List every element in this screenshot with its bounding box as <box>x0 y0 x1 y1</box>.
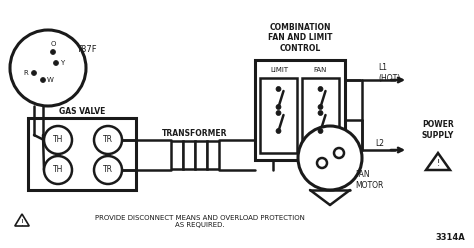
Circle shape <box>298 126 362 190</box>
Circle shape <box>54 61 58 65</box>
Circle shape <box>276 111 281 116</box>
Text: COMBINATION
FAN AND LIMIT
CONTROL: COMBINATION FAN AND LIMIT CONTROL <box>268 23 332 53</box>
Text: Y: Y <box>60 60 64 66</box>
Bar <box>195 141 207 169</box>
Text: W: W <box>46 77 54 83</box>
Circle shape <box>94 126 122 154</box>
Bar <box>260 78 297 153</box>
Bar <box>171 141 183 169</box>
Circle shape <box>51 50 55 55</box>
Bar <box>255 60 345 160</box>
Text: !: ! <box>437 159 439 168</box>
Circle shape <box>276 104 281 110</box>
Text: O: O <box>50 41 55 47</box>
Circle shape <box>31 70 36 75</box>
Text: GAS VALVE: GAS VALVE <box>59 107 105 117</box>
Bar <box>28 118 136 190</box>
Circle shape <box>94 156 122 184</box>
Circle shape <box>318 87 323 92</box>
Bar <box>207 141 219 169</box>
Text: TR: TR <box>103 135 113 145</box>
Text: TH: TH <box>53 135 63 145</box>
Bar <box>302 78 339 153</box>
Text: L1
(HOT): L1 (HOT) <box>378 63 400 83</box>
Circle shape <box>318 104 323 110</box>
Text: T87F: T87F <box>76 45 97 55</box>
Text: FAN
MOTOR: FAN MOTOR <box>355 170 383 190</box>
Text: R: R <box>24 70 28 76</box>
Text: TR: TR <box>103 165 113 175</box>
Text: 3314A: 3314A <box>435 234 465 243</box>
Text: PROVIDE DISCONNECT MEANS AND OVERLOAD PROTECTION
AS REQUIRED.: PROVIDE DISCONNECT MEANS AND OVERLOAD PR… <box>95 216 305 228</box>
Circle shape <box>276 128 281 133</box>
Circle shape <box>40 77 46 83</box>
Circle shape <box>317 158 327 168</box>
Text: !: ! <box>20 218 24 227</box>
Circle shape <box>276 87 281 92</box>
Text: FAN: FAN <box>314 67 327 73</box>
Circle shape <box>318 111 323 116</box>
Circle shape <box>334 148 344 158</box>
Circle shape <box>44 156 72 184</box>
Circle shape <box>44 126 72 154</box>
Text: LIMIT: LIMIT <box>271 67 289 73</box>
Circle shape <box>318 128 323 133</box>
Text: TH: TH <box>53 165 63 175</box>
Bar <box>183 141 195 169</box>
Text: POWER
SUPPLY: POWER SUPPLY <box>422 120 454 140</box>
Circle shape <box>10 30 86 106</box>
Text: TRANSFORMER: TRANSFORMER <box>162 128 228 137</box>
Text: L2: L2 <box>375 139 384 149</box>
